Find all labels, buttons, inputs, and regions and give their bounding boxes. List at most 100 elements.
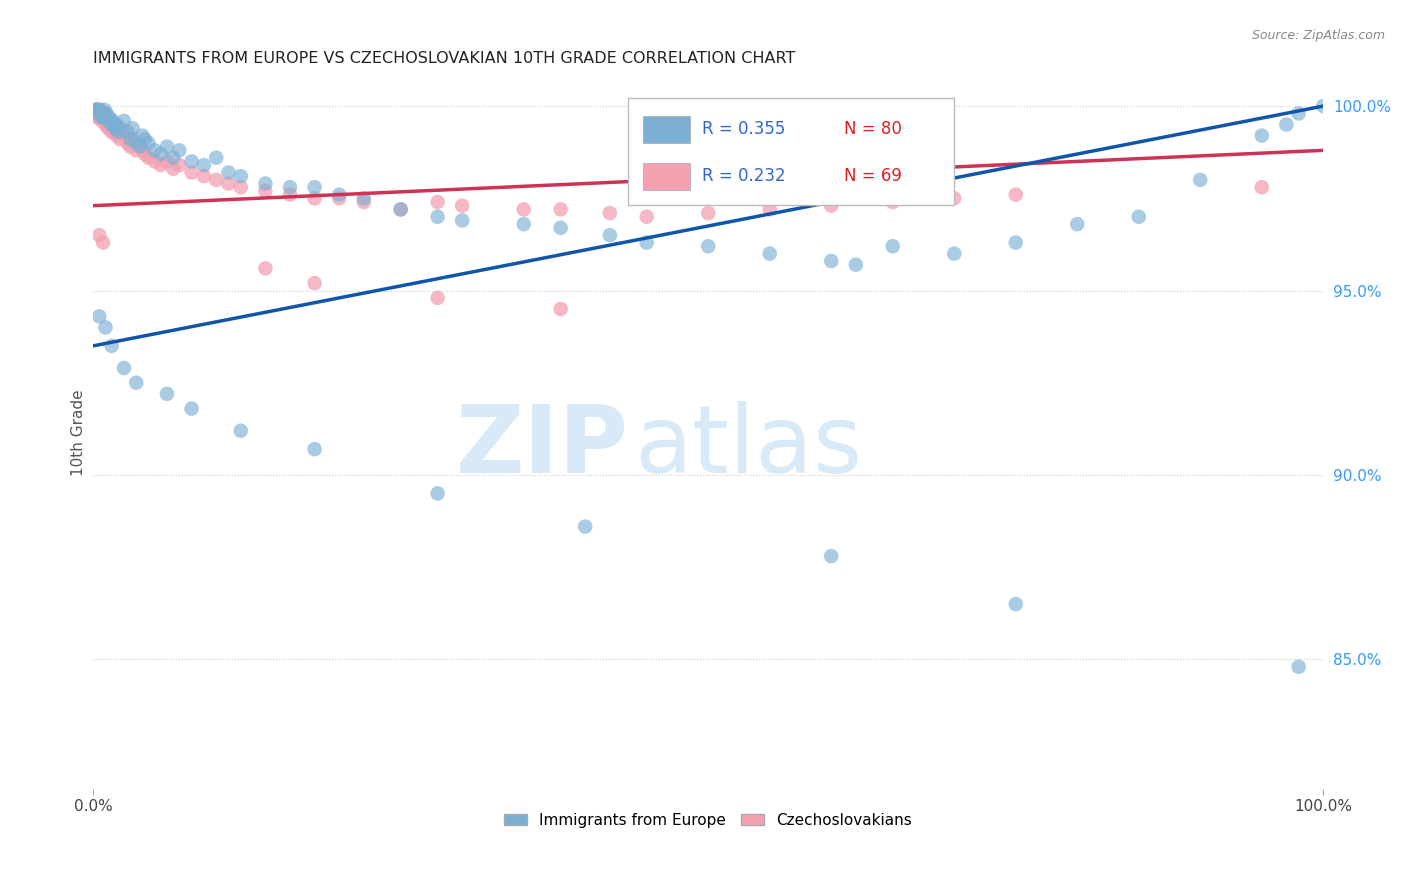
- Point: [100, 339, 122, 353]
- Point: [1004, 235, 1026, 250]
- Point: [89, 310, 111, 324]
- Point: [574, 519, 596, 533]
- Point: [550, 301, 572, 316]
- Point: [389, 202, 412, 217]
- Point: [105, 128, 128, 143]
- Point: [278, 187, 301, 202]
- Point: [131, 144, 153, 158]
- Point: [121, 132, 143, 146]
- Point: [149, 147, 172, 161]
- Point: [1004, 187, 1026, 202]
- Point: [512, 202, 534, 217]
- FancyBboxPatch shape: [628, 98, 955, 205]
- Point: [426, 194, 449, 209]
- Point: [84, 103, 107, 117]
- Text: N = 80: N = 80: [844, 120, 901, 137]
- Point: [97, 113, 120, 128]
- Point: [125, 144, 148, 158]
- Point: [143, 144, 166, 158]
- Point: [697, 206, 720, 220]
- Point: [1250, 128, 1272, 143]
- Point: [882, 194, 904, 209]
- Point: [94, 110, 117, 124]
- Point: [512, 217, 534, 231]
- Point: [89, 228, 111, 243]
- Point: [112, 361, 135, 376]
- Point: [110, 121, 132, 136]
- Point: [758, 246, 780, 260]
- Point: [882, 239, 904, 253]
- Point: [1128, 210, 1150, 224]
- Point: [304, 442, 326, 457]
- Point: [1288, 660, 1310, 674]
- Point: [138, 136, 160, 150]
- Point: [103, 125, 125, 139]
- Point: [451, 199, 474, 213]
- Point: [758, 202, 780, 217]
- Point: [218, 177, 240, 191]
- Point: [91, 110, 114, 124]
- Point: [599, 228, 621, 243]
- FancyBboxPatch shape: [643, 116, 690, 143]
- Point: [90, 106, 112, 120]
- Point: [90, 106, 112, 120]
- Point: [254, 261, 277, 276]
- Point: [451, 213, 474, 227]
- Point: [107, 125, 129, 139]
- Point: [86, 103, 108, 117]
- Point: [426, 486, 449, 500]
- Point: [94, 320, 117, 334]
- Point: [550, 202, 572, 217]
- Point: [820, 199, 842, 213]
- Point: [180, 154, 202, 169]
- FancyBboxPatch shape: [643, 163, 690, 191]
- Point: [84, 103, 107, 117]
- Text: IMMIGRANTS FROM EUROPE VS CZECHOSLOVAKIAN 10TH GRADE CORRELATION CHART: IMMIGRANTS FROM EUROPE VS CZECHOSLOVAKIA…: [93, 51, 796, 66]
- Point: [156, 386, 179, 401]
- Point: [193, 169, 215, 183]
- Point: [94, 110, 117, 124]
- Point: [550, 220, 572, 235]
- Point: [169, 158, 191, 172]
- Point: [193, 158, 215, 172]
- Text: Source: ZipAtlas.com: Source: ZipAtlas.com: [1251, 29, 1385, 42]
- Point: [636, 235, 658, 250]
- Point: [93, 103, 115, 117]
- Point: [820, 549, 842, 563]
- Point: [112, 125, 135, 139]
- Point: [84, 106, 107, 120]
- Point: [112, 113, 135, 128]
- Point: [90, 110, 112, 124]
- Point: [353, 191, 375, 205]
- Point: [86, 103, 108, 117]
- Point: [107, 125, 129, 139]
- Point: [125, 376, 148, 390]
- Point: [101, 118, 124, 132]
- Point: [205, 173, 228, 187]
- Point: [125, 136, 148, 150]
- Point: [91, 235, 114, 250]
- Point: [105, 118, 128, 132]
- Point: [156, 139, 179, 153]
- Point: [426, 210, 449, 224]
- Point: [389, 202, 412, 217]
- Point: [304, 276, 326, 290]
- Point: [328, 191, 350, 205]
- Point: [94, 118, 117, 132]
- Point: [120, 132, 142, 146]
- Point: [91, 110, 114, 124]
- Text: atlas: atlas: [634, 401, 863, 492]
- Point: [599, 206, 621, 220]
- Point: [143, 154, 166, 169]
- Point: [87, 106, 110, 120]
- Point: [131, 128, 153, 143]
- Point: [229, 180, 252, 194]
- Point: [110, 132, 132, 146]
- Point: [100, 113, 122, 128]
- Point: [943, 246, 966, 260]
- Y-axis label: 10th Grade: 10th Grade: [72, 389, 86, 475]
- Point: [96, 113, 118, 128]
- Point: [180, 165, 202, 179]
- Point: [129, 139, 152, 153]
- Point: [1066, 217, 1088, 231]
